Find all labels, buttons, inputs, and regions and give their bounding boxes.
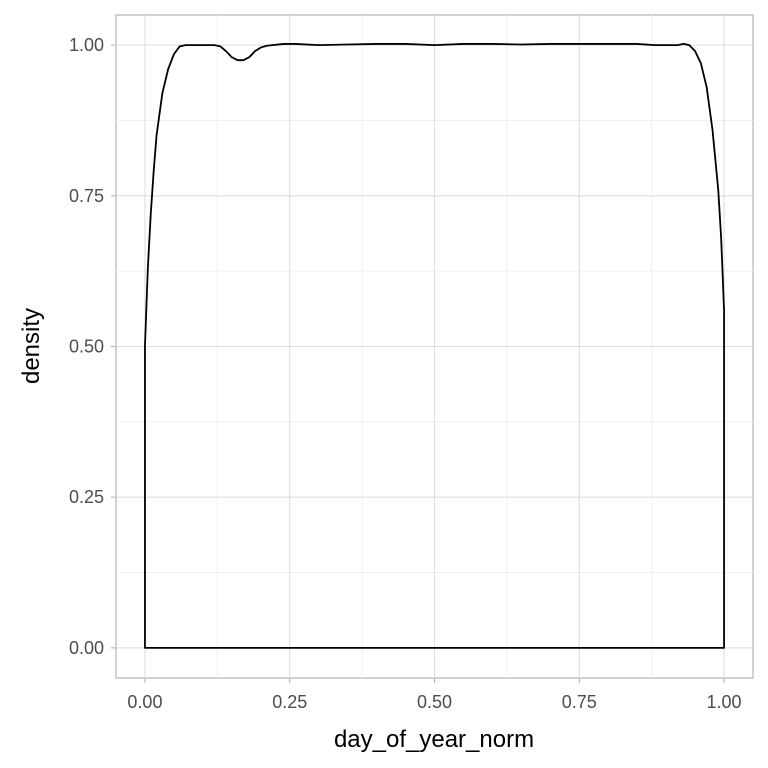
y-tick-label: 1.00 [69, 35, 104, 55]
x-tick-label: 1.00 [707, 692, 742, 712]
x-axis-ticks: 0.00 0.25 0.50 0.75 1.00 [127, 678, 742, 712]
density-curve [144, 43, 725, 649]
x-tick-label: 0.00 [127, 692, 162, 712]
y-axis-title: density [18, 308, 45, 384]
x-tick-label: 0.75 [562, 692, 597, 712]
y-tick-label: 0.00 [69, 638, 104, 658]
x-tick-label: 0.25 [272, 692, 307, 712]
y-axis-ticks: 0.00 0.25 0.50 0.75 1.00 [69, 35, 116, 658]
y-tick-label: 0.25 [69, 487, 104, 507]
y-tick-label: 0.50 [69, 337, 104, 357]
x-axis-title: day_of_year_norm [334, 726, 534, 753]
x-tick-label: 0.50 [417, 692, 452, 712]
y-tick-label: 0.75 [69, 186, 104, 206]
